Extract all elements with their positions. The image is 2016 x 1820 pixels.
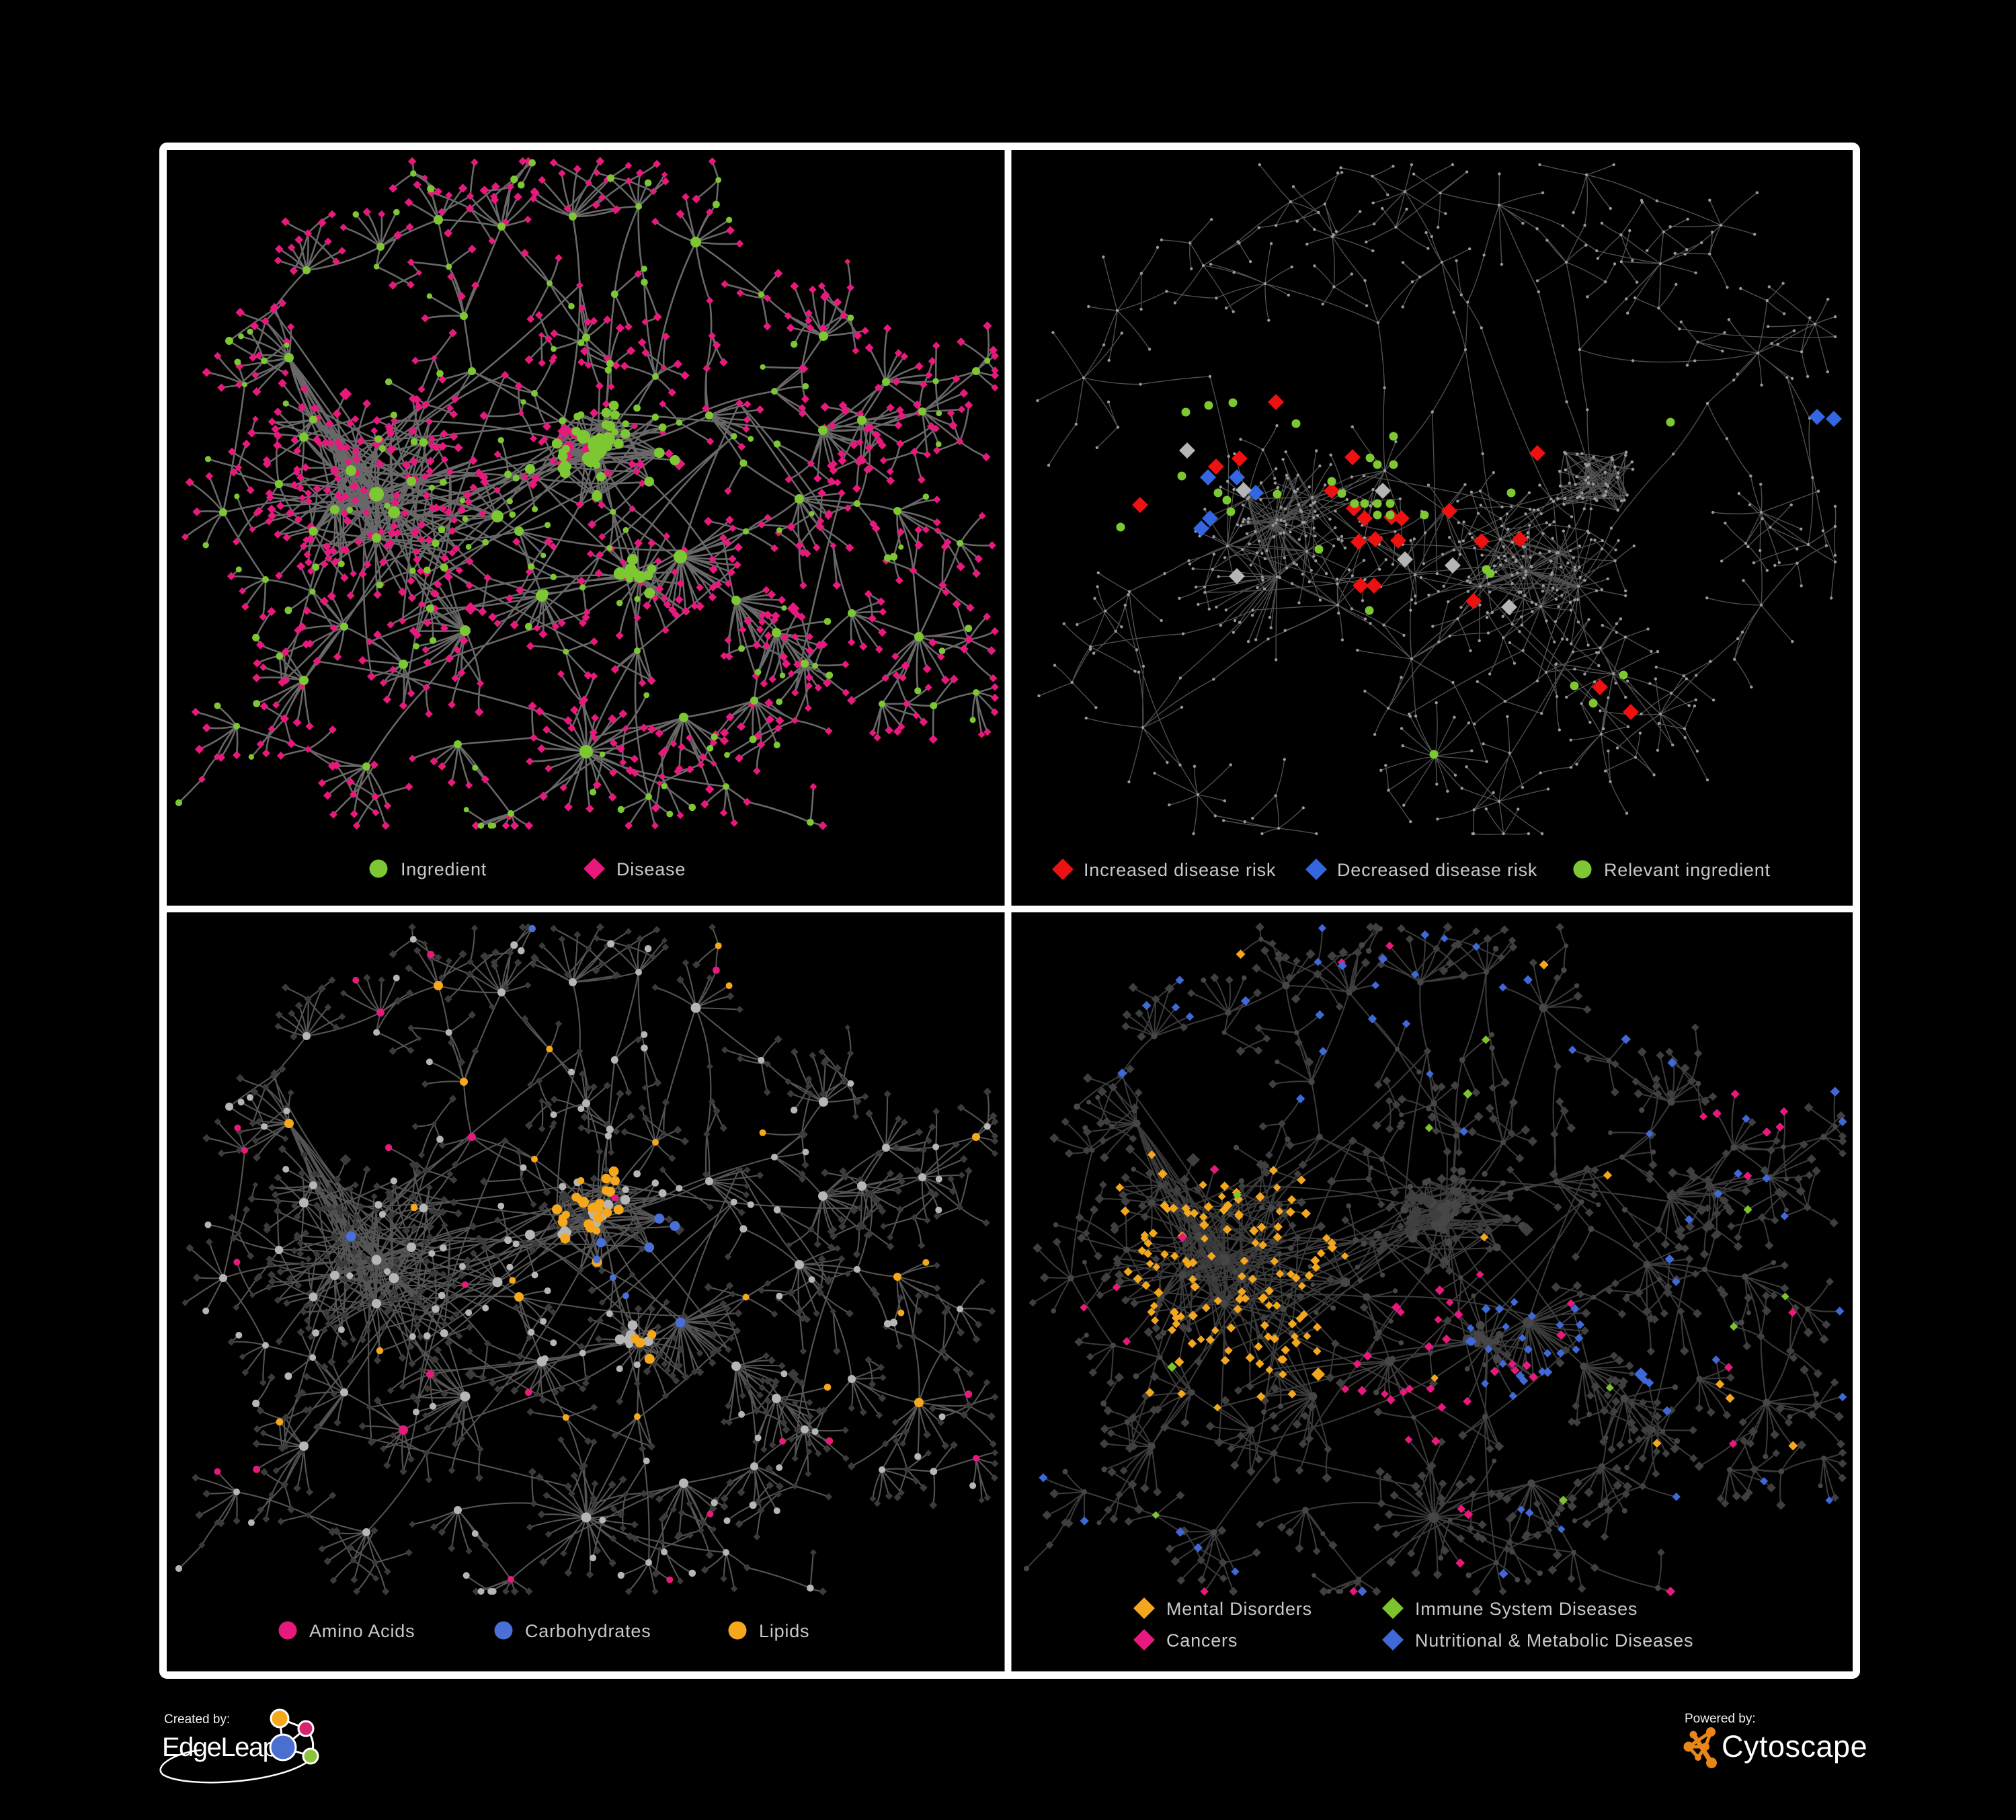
svg-text:Increased disease risk: Increased disease risk bbox=[1084, 860, 1276, 880]
svg-text:EdgeLeap: EdgeLeap bbox=[162, 1733, 277, 1762]
svg-text:Powered by:: Powered by: bbox=[1685, 1712, 1756, 1726]
svg-text:Lipids: Lipids bbox=[759, 1621, 809, 1641]
svg-text:Nutritional & Metabolic Diseas: Nutritional & Metabolic Diseases bbox=[1415, 1630, 1693, 1651]
svg-text:Mental Disorders: Mental Disorders bbox=[1166, 1599, 1312, 1619]
svg-text:Ingredient: Ingredient bbox=[401, 859, 487, 879]
svg-text:Carbohydrates: Carbohydrates bbox=[525, 1621, 651, 1641]
svg-text:Decreased disease risk: Decreased disease risk bbox=[1337, 860, 1537, 880]
svg-text:Created by:: Created by: bbox=[164, 1712, 230, 1727]
svg-text:Disease: Disease bbox=[616, 859, 686, 879]
svg-text:Cytoscape: Cytoscape bbox=[1722, 1729, 1867, 1764]
svg-text:Immune System Diseases: Immune System Diseases bbox=[1415, 1599, 1638, 1619]
svg-text:Cancers: Cancers bbox=[1166, 1630, 1238, 1651]
svg-text:Relevant ingredient: Relevant ingredient bbox=[1604, 860, 1771, 880]
svg-text:Amino Acids: Amino Acids bbox=[309, 1621, 415, 1641]
